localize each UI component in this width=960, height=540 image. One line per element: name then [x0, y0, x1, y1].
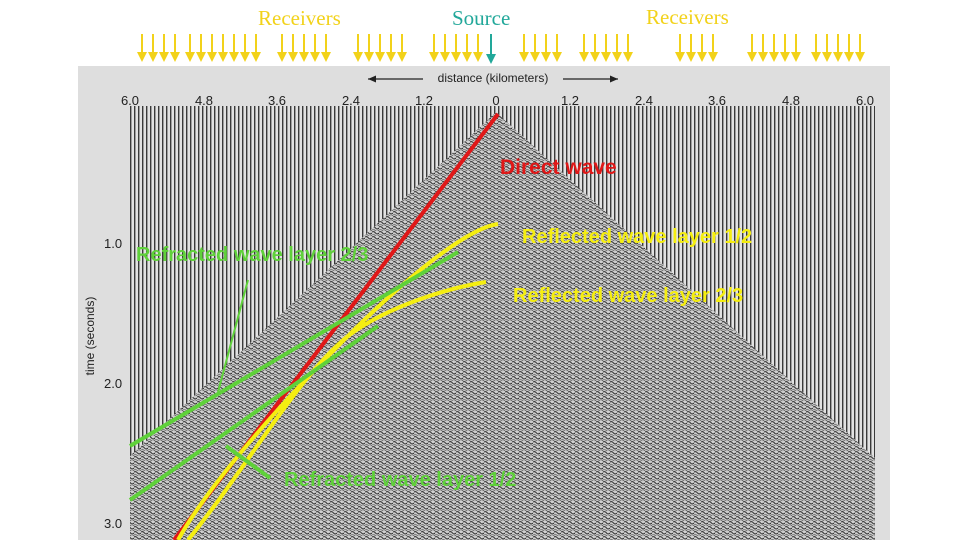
refracted-wave-2-3-line [128, 250, 460, 448]
signal-wedge [130, 112, 875, 540]
reflected-wave-2-3-curve [186, 280, 487, 540]
refracted-1-2-pointer [224, 444, 272, 480]
refracted-wave-1-2-label: Refracted wave layer 1/2 [284, 469, 517, 491]
distance-axis: distance (kilometers) 6.0 4.8 3.6 2.4 1.2 0 1.… [121, 71, 874, 108]
time-axis: time (seconds) 1.0 2.0 3.0 [83, 236, 122, 531]
wave-curves [128, 112, 500, 540]
x-tick-label: 6.0 [121, 93, 139, 108]
reflected-wave-2-3-label: Reflected wave layer 2/3 [513, 285, 744, 307]
refracted-2-3-pointer [217, 279, 249, 393]
reflected-wave-1-2-label: Reflected wave layer 1/2 [522, 226, 753, 248]
x-tick-label: 2.4 [635, 93, 653, 108]
time-axis-title: time (seconds) [83, 297, 97, 376]
x-tick-label: 0 [492, 93, 499, 108]
source-arrow-icon [486, 34, 496, 64]
y-tick-label: 3.0 [104, 516, 122, 531]
x-tick-label: 1.2 [561, 93, 579, 108]
seismic-record: distance (kilometers) 6.0 4.8 3.6 2.4 1.2 0 1.… [78, 66, 890, 540]
refracted-wave-1-2-line [128, 324, 380, 502]
x-tick-label: 2.4 [342, 93, 360, 108]
y-tick-label: 2.0 [104, 376, 122, 391]
x-tick-label: 3.6 [268, 93, 286, 108]
receivers-left-label: Receivers [258, 6, 341, 30]
receivers-right-label: Receivers [646, 5, 729, 29]
x-tick-label: 4.8 [782, 93, 800, 108]
x-tick-label: 3.6 [708, 93, 726, 108]
x-tick-label: 1.2 [415, 93, 433, 108]
refracted-wave-2-3-label: Refracted wave layer 2/3 [136, 244, 369, 266]
direct-wave-label: Direct wave [500, 156, 617, 179]
x-tick-label: 6.0 [856, 93, 874, 108]
y-tick-label: 1.0 [104, 236, 122, 251]
x-tick-label: 4.8 [195, 93, 213, 108]
source-label: Source [452, 6, 511, 30]
geophone-arrows [137, 34, 865, 64]
receiver-arrow-icons [137, 34, 865, 62]
distance-axis-title: distance (kilometers) [438, 71, 549, 85]
